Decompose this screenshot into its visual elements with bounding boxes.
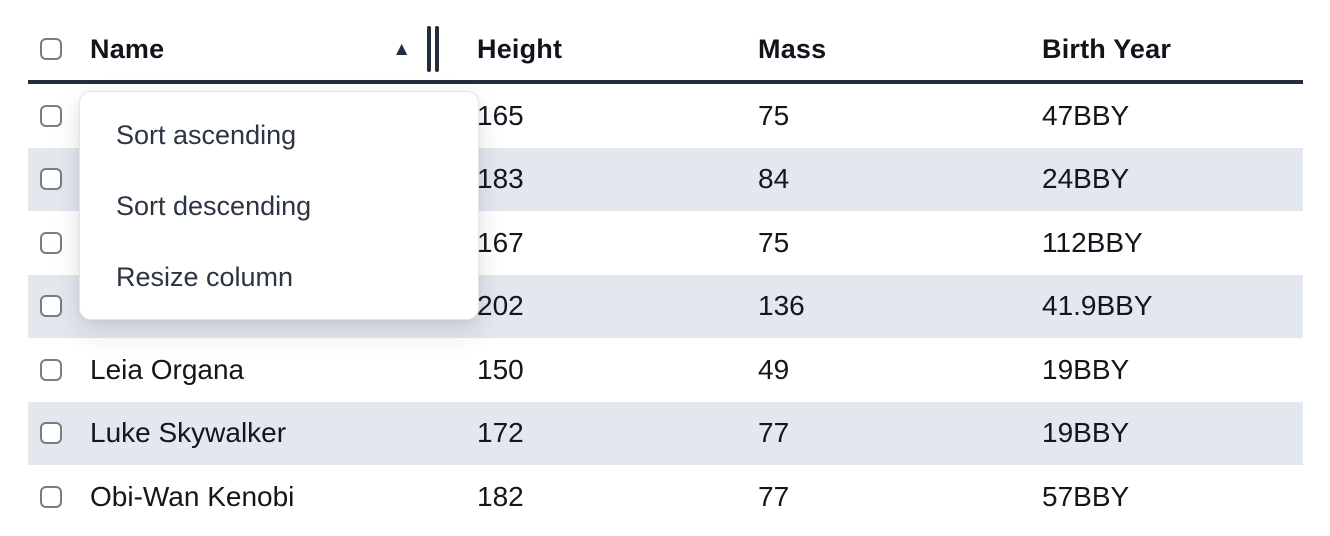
sort-ascending-icon: ▲	[392, 38, 411, 60]
cell-name: Luke Skywalker	[90, 417, 287, 449]
row-checkbox-cell	[28, 168, 90, 191]
column-header-name-label: Name	[90, 33, 165, 64]
row-checkbox[interactable]	[40, 295, 62, 318]
data-table: Name ▲ Height Mass Birth Year 165 75 4	[28, 0, 1303, 514]
cell-name: Leia Organa	[90, 353, 245, 385]
cell-mass: 75	[758, 99, 790, 131]
cell-birth-year: 19BBY	[1042, 417, 1130, 449]
table-row: Leia Organa 150 49 19BBY	[28, 338, 1303, 402]
column-header-height[interactable]: Height	[460, 34, 745, 65]
cell-birth-year: 57BBY	[1042, 480, 1130, 512]
cell-mass: 75	[758, 226, 790, 258]
column-resize-handle[interactable]	[427, 26, 439, 72]
cell-birth-year: 19BBY	[1042, 353, 1130, 385]
cell-birth-year: 47BBY	[1042, 99, 1130, 131]
row-checkbox-cell	[28, 358, 90, 381]
column-header-mass[interactable]: Mass	[745, 34, 1028, 65]
cell-birth-year: 112BBY	[1042, 226, 1143, 258]
header-checkbox-cell	[28, 38, 90, 60]
row-checkbox-cell	[28, 422, 90, 445]
row-checkbox-cell	[28, 104, 90, 127]
column-header-mass-label: Mass	[758, 33, 827, 64]
cell-height: 165	[477, 99, 524, 131]
cell-birth-year: 24BBY	[1042, 163, 1130, 195]
row-checkbox-cell	[28, 485, 90, 508]
cell-height: 150	[477, 353, 524, 385]
cell-height: 183	[477, 163, 524, 195]
select-all-checkbox[interactable]	[40, 38, 62, 60]
row-checkbox[interactable]	[40, 104, 62, 127]
column-header-birth-year-label: Birth Year	[1042, 33, 1172, 64]
column-header-birth-year[interactable]: Birth Year	[1028, 34, 1303, 65]
row-checkbox[interactable]	[40, 422, 62, 445]
table-row: Luke Skywalker 172 77 19BBY	[28, 401, 1303, 465]
row-checkbox-cell	[28, 231, 90, 254]
column-header-height-label: Height	[477, 33, 563, 64]
cell-mass: 136	[758, 290, 805, 322]
column-header-name[interactable]: Name ▲	[90, 26, 460, 72]
cell-birth-year: 41.9BBY	[1042, 290, 1153, 322]
cell-height: 182	[477, 480, 524, 512]
menu-item-resize-column[interactable]: Resize column	[116, 262, 294, 292]
column-context-menu: Sort ascending Sort descending Resize co…	[79, 91, 479, 320]
row-checkbox[interactable]	[40, 485, 62, 508]
cell-mass: 77	[758, 480, 790, 512]
menu-item-sort-descending[interactable]: Sort descending	[116, 191, 312, 221]
menu-item-sort-ascending[interactable]: Sort ascending	[116, 120, 297, 150]
table-header-row: Name ▲ Height Mass Birth Year	[28, 0, 1303, 84]
cell-height: 167	[477, 226, 524, 258]
cell-mass: 84	[758, 163, 790, 195]
table-viewport: Name ▲ Height Mass Birth Year 165 75 4	[28, 0, 1303, 514]
table-row: Obi-Wan Kenobi 182 77 57BBY	[28, 465, 1303, 514]
cell-mass: 77	[758, 417, 790, 449]
cell-height: 172	[477, 417, 524, 449]
row-checkbox-cell	[28, 295, 90, 318]
cell-height: 202	[477, 290, 524, 322]
row-checkbox[interactable]	[40, 231, 62, 254]
cell-mass: 49	[758, 353, 790, 385]
row-checkbox[interactable]	[40, 168, 62, 191]
cell-name: Obi-Wan Kenobi	[90, 480, 295, 512]
row-checkbox[interactable]	[40, 358, 62, 381]
